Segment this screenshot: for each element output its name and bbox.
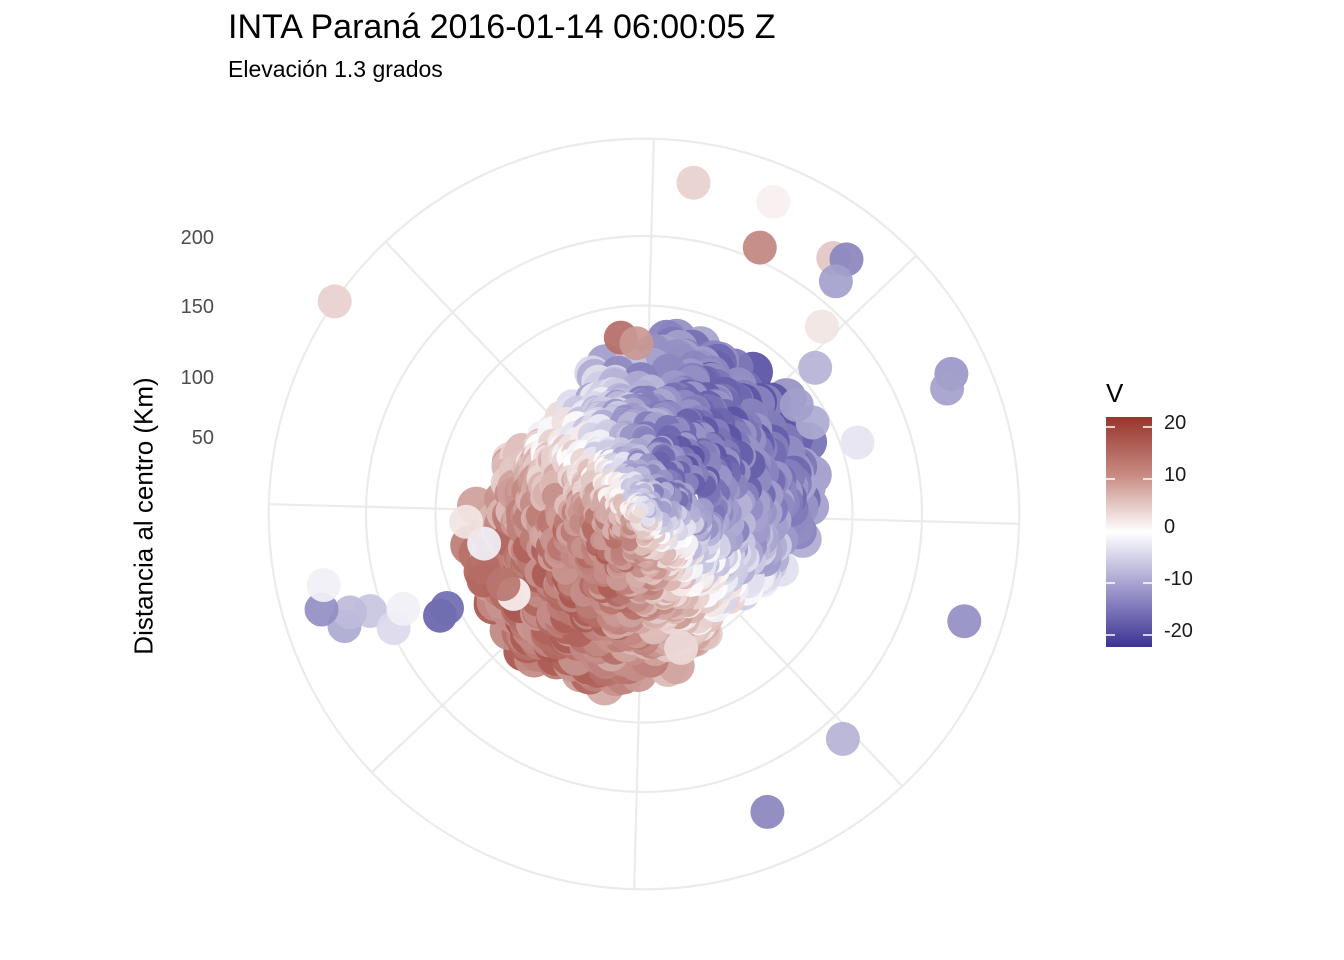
r-tick-label: 150: [180, 296, 214, 318]
grid-spoke: [384, 241, 550, 414]
grid-spoke: [738, 614, 904, 787]
data-point: [664, 630, 699, 665]
legend-tick-label: 0: [1164, 516, 1176, 538]
grid-circle: [434, 304, 854, 724]
data-point: [449, 504, 484, 539]
grid-circle: [267, 137, 1021, 891]
colorbar: [1106, 417, 1152, 647]
data-point: [676, 165, 711, 200]
chart-title: INTA Paraná 2016-01-14 06:00:05 Z: [228, 8, 776, 46]
data-point: [633, 505, 647, 519]
data-point: [798, 350, 833, 385]
data-point: [805, 309, 839, 344]
r-tick-label: 200: [180, 227, 214, 249]
data-point: [486, 567, 521, 602]
r-tick-label: 50: [191, 427, 214, 449]
chart-subtitle: Elevación 1.3 grados: [228, 56, 443, 82]
grid-spoke: [633, 652, 642, 890]
data-point: [818, 264, 853, 299]
data-point: [333, 595, 367, 630]
data-point: [840, 425, 875, 460]
data-point: [750, 794, 785, 829]
data-point: [619, 326, 654, 361]
colorbar-ticks: [1106, 426, 1152, 636]
data-point: [304, 592, 339, 627]
data-point: [742, 230, 777, 265]
data-point: [430, 591, 464, 625]
legend-tick-label: -10: [1164, 568, 1193, 590]
data-point: [317, 284, 352, 319]
r-tick-label: 100: [180, 367, 214, 389]
grid-circle: [364, 234, 924, 794]
data-point: [386, 591, 421, 626]
data-points: [304, 165, 982, 829]
legend-tick-label: -20: [1164, 620, 1193, 642]
data-point: [947, 604, 982, 639]
data-point: [306, 568, 341, 602]
legend-tick-label: 20: [1164, 412, 1187, 434]
data-point: [825, 721, 860, 756]
data-point: [930, 371, 965, 406]
data-point: [779, 388, 814, 422]
legend-tick-label: 10: [1164, 464, 1187, 486]
legend-title: V: [1106, 378, 1124, 408]
data-point: [756, 184, 791, 219]
